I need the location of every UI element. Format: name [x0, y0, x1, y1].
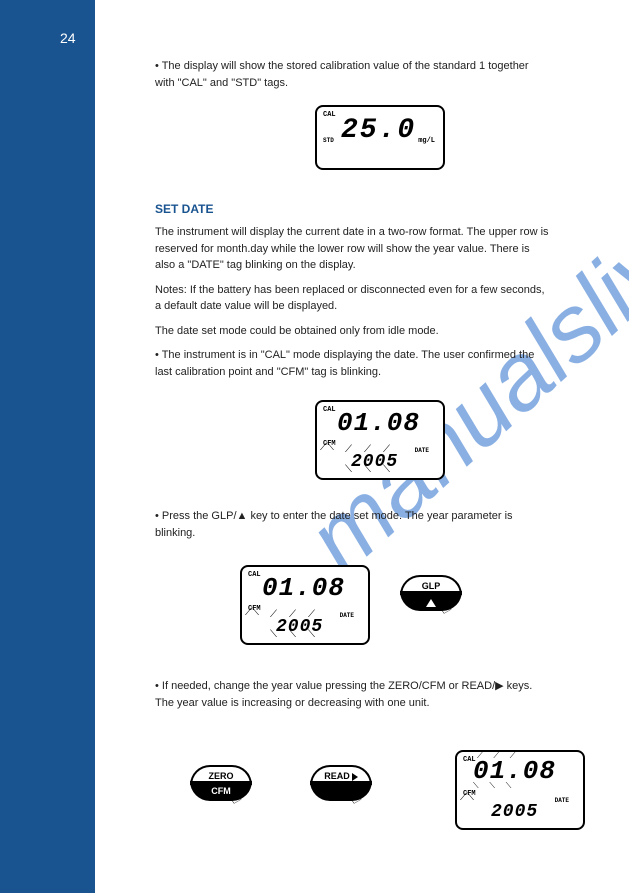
paragraph-cal-mode: • The instrument is in "CAL" mode displa…	[155, 347, 549, 380]
display-year: 2005	[491, 802, 538, 822]
glp-button-illustration: GLP ☜	[400, 575, 462, 616]
set-date-heading: SET DATE	[155, 202, 549, 216]
paragraph-year-change: • If needed, change the year value press…	[155, 678, 549, 711]
paragraph-date-format: The instrument will display the current …	[155, 224, 549, 274]
display-date: 01.08	[337, 408, 420, 438]
paragraph-std-cal: • The display will show the stored calib…	[155, 58, 549, 91]
paragraph-glp: • Press the GLP/▲ key to enter the date …	[155, 508, 549, 541]
read-button-illustration: READ ☜	[310, 765, 372, 806]
sidebar: 24	[0, 0, 95, 893]
blink-marks-icon: ⟋⟍	[320, 442, 334, 454]
date-label: DATE	[340, 612, 354, 619]
display-value: 25.0	[341, 115, 416, 146]
display-date: 01.08	[262, 573, 345, 603]
lcd-display-date-1: CAL CFM ⟋⟍ 01.08 DATE ⟋ ⟋ ⟋ 2005 ⟍ ⟍ ⟍	[315, 400, 445, 480]
date-label: DATE	[555, 797, 569, 804]
zero-cfm-button-illustration: ZERO CFM ☜	[190, 765, 252, 806]
blink-marks-icon: ⟋⟍	[460, 792, 474, 804]
lcd-display-date-3: CAL CFM ⟋⟍ ⟋ ⟋ ⟋ 01.08 ⟍ ⟍ ⟍ DATE 2005	[455, 750, 585, 830]
cal-indicator: CAL	[248, 571, 261, 579]
date-label: DATE	[415, 447, 429, 454]
display-unit: mg/L	[418, 137, 435, 145]
blink-marks-icon: ⟍ ⟍ ⟍	[270, 629, 318, 641]
std-indicator: STD	[323, 137, 334, 144]
page-number: 24	[60, 30, 76, 46]
lcd-display-date-2: CAL CFM ⟋⟍ 01.08 DATE ⟋ ⟋ ⟋ 2005 ⟍ ⟍ ⟍	[240, 565, 370, 645]
blink-marks-icon: ⟍ ⟍ ⟍	[473, 782, 514, 791]
triangle-right-icon	[352, 773, 358, 781]
paragraph-notes: Notes: If the battery has been replaced …	[155, 282, 549, 315]
paragraph-idle: The date set mode could be obtained only…	[155, 323, 549, 340]
lcd-display-std: CAL STD 25.0 mg/L	[315, 105, 445, 170]
blink-marks-icon: ⟋⟍	[245, 607, 259, 619]
cal-indicator: CAL	[323, 406, 336, 414]
cal-indicator: CAL	[323, 111, 336, 119]
blink-marks-icon: ⟍ ⟍ ⟍	[345, 464, 393, 476]
